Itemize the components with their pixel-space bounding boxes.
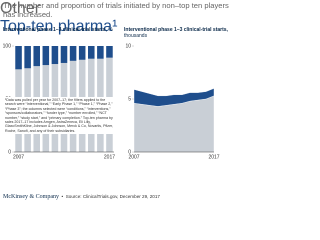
- bar-segment: [42, 46, 50, 66]
- bar-segment: [24, 46, 31, 69]
- bar-segment: [51, 46, 59, 65]
- source: Source: ClinicalTrials.gov, December 29,…: [65, 194, 160, 199]
- y-tick-label: 5: [128, 96, 131, 102]
- bar-segment: [15, 46, 22, 70]
- panel-title-text: Interventional phase 1–3 clinical-trial …: [124, 27, 228, 33]
- bar-segment: [106, 46, 113, 58]
- x-tick-label: 2017: [104, 154, 115, 160]
- page: 05010020072017051020072017 The number an…: [0, 0, 240, 200]
- panel-title: Interventional phase 1–3 clinical-trial …: [3, 27, 118, 33]
- x-tick-label: 2017: [208, 154, 219, 160]
- area: [133, 88, 215, 107]
- panel-unit: thousands: [124, 33, 148, 39]
- brand: McKinsey & Company: [3, 194, 59, 200]
- series-label: Other: [0, 0, 41, 17]
- bar-segment: [69, 46, 77, 61]
- y-tick-label: 0: [128, 149, 131, 155]
- panel-title-text: Interventional phase 1–3 clinical-trial …: [3, 27, 107, 33]
- panel-unit: %: [108, 27, 113, 33]
- series-label: Top-ten pharma¹: [0, 18, 118, 35]
- bar-segment: [97, 46, 104, 59]
- bar-segment: [60, 46, 68, 63]
- bar-segment: [78, 46, 86, 60]
- x-tick-label: 2007: [128, 154, 139, 160]
- panel-title: Interventional phase 1–3 clinical-trial …: [124, 27, 240, 39]
- notes: ¹Data was pulled per year for 2007–17; t…: [3, 97, 119, 135]
- y-tick-label: 100: [3, 43, 12, 49]
- page-title: The number and proportion of trials init…: [3, 1, 229, 19]
- bar-segment: [33, 46, 40, 67]
- y-tick-label: 10: [125, 43, 131, 49]
- y-tick-label: 0: [8, 149, 11, 155]
- bar-segment: [88, 46, 95, 59]
- x-tick-label: 2007: [13, 154, 24, 160]
- footer: McKinsey & Company • Source: ClinicalTri…: [3, 194, 160, 200]
